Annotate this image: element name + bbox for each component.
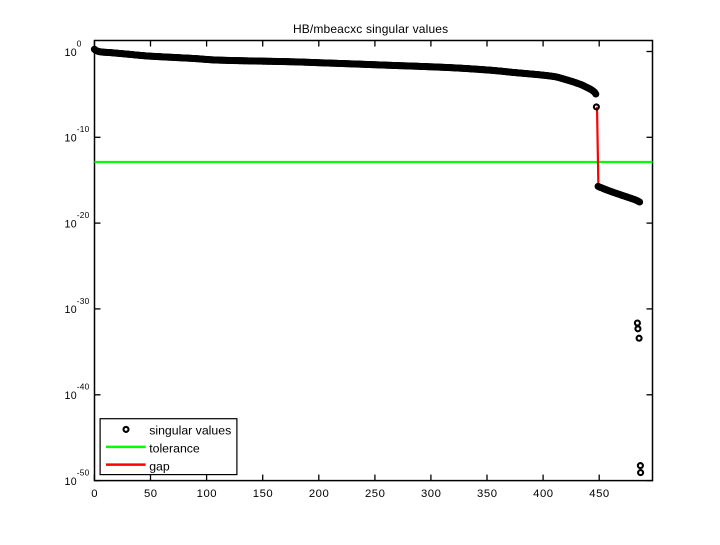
svg-text:350: 350: [477, 488, 498, 500]
svg-text:10: 10: [65, 476, 77, 488]
svg-text:100: 100: [197, 488, 218, 500]
svg-text:10: 10: [65, 390, 77, 402]
svg-text:HB/mbeacxc singular values: HB/mbeacxc singular values: [293, 22, 448, 36]
svg-text:singular values: singular values: [149, 424, 231, 438]
svg-text:0: 0: [77, 38, 82, 48]
svg-text:250: 250: [365, 488, 386, 500]
svg-text:400: 400: [533, 488, 554, 500]
svg-text:300: 300: [421, 488, 442, 500]
svg-text:150: 150: [253, 488, 274, 500]
svg-text:450: 450: [589, 488, 610, 500]
svg-text:10: 10: [65, 47, 77, 59]
svg-text:50: 50: [144, 488, 158, 500]
svg-text:-40: -40: [77, 382, 90, 392]
svg-text:gap: gap: [149, 459, 170, 473]
svg-text:10: 10: [65, 218, 77, 230]
svg-text:10: 10: [65, 304, 77, 316]
svg-text:tolerance: tolerance: [149, 442, 200, 456]
svg-text:-30: -30: [77, 296, 90, 306]
svg-text:0: 0: [91, 488, 98, 500]
svg-text:200: 200: [309, 488, 330, 500]
svg-text:-10: -10: [77, 124, 90, 134]
svg-text:-50: -50: [77, 467, 90, 477]
svg-text:-20: -20: [77, 210, 90, 220]
svg-text:10: 10: [65, 133, 77, 145]
